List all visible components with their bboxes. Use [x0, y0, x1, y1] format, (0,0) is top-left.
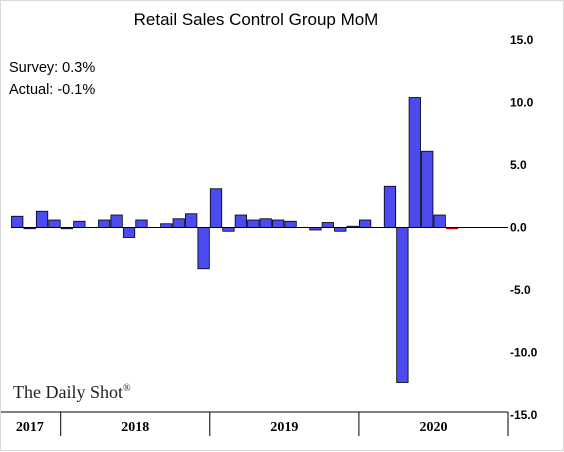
- bar-2019-03: [235, 215, 246, 228]
- x-year-label: 2020: [420, 420, 448, 435]
- y-tick-label: 15.0: [510, 33, 534, 47]
- y-tick-label: 0.0: [510, 221, 527, 235]
- bar-2020-01: [359, 220, 370, 228]
- y-tick-label: -5.0: [510, 283, 531, 297]
- bar-2019-10: [322, 223, 333, 228]
- bars: [11, 98, 508, 383]
- actual-annotation: Actual: -0.1%: [9, 82, 95, 98]
- bar-2018-12: [198, 228, 209, 269]
- bar-2018-07: [136, 220, 147, 228]
- bar-2017-09: [12, 216, 23, 227]
- x-year-label: 2019: [270, 420, 298, 435]
- bar-2018-11: [185, 214, 196, 228]
- bar-2017-11: [36, 211, 47, 227]
- bar-2019-04: [248, 220, 259, 228]
- bar-2020-07: [434, 215, 445, 228]
- bar-2019-07: [285, 221, 296, 227]
- bar-2019-01: [210, 189, 221, 228]
- y-tick-label: 10.0: [510, 96, 534, 110]
- bar-2018-09: [161, 224, 172, 228]
- y-tick-label: -10.0: [510, 346, 538, 360]
- bar-2017-12: [49, 220, 60, 228]
- survey-annotation: Survey: 0.3%: [9, 60, 95, 76]
- watermark: The Daily Shot®: [13, 382, 131, 402]
- x-year-label: 2018: [121, 420, 149, 435]
- bar-2019-02: [223, 228, 234, 232]
- bar-2019-11: [335, 228, 346, 232]
- y-tick-label: 5.0: [510, 158, 527, 172]
- x-year-label: 2017: [16, 420, 44, 435]
- bar-2018-05: [111, 215, 122, 228]
- bar-2018-10: [173, 219, 184, 228]
- bar-2020-05: [409, 98, 420, 228]
- bar-2019-05: [260, 219, 271, 228]
- bar-2020-04: [397, 228, 408, 383]
- bar-2020-06: [422, 151, 433, 227]
- y-axis: 15.0 10.0 5.0 0.0 -5.0 -10.0 -15.0: [510, 33, 538, 422]
- x-axis: 2017 2018 2019 2020: [1, 412, 508, 436]
- bar-2018-02: [74, 221, 85, 227]
- bar-2019-06: [272, 220, 283, 228]
- bar-2018-04: [98, 220, 109, 228]
- bar-2020-03: [384, 186, 395, 227]
- y-tick-label: -15.0: [510, 408, 538, 422]
- bar-2018-06: [123, 228, 134, 238]
- chart-title: Retail Sales Control Group MoM: [134, 10, 379, 29]
